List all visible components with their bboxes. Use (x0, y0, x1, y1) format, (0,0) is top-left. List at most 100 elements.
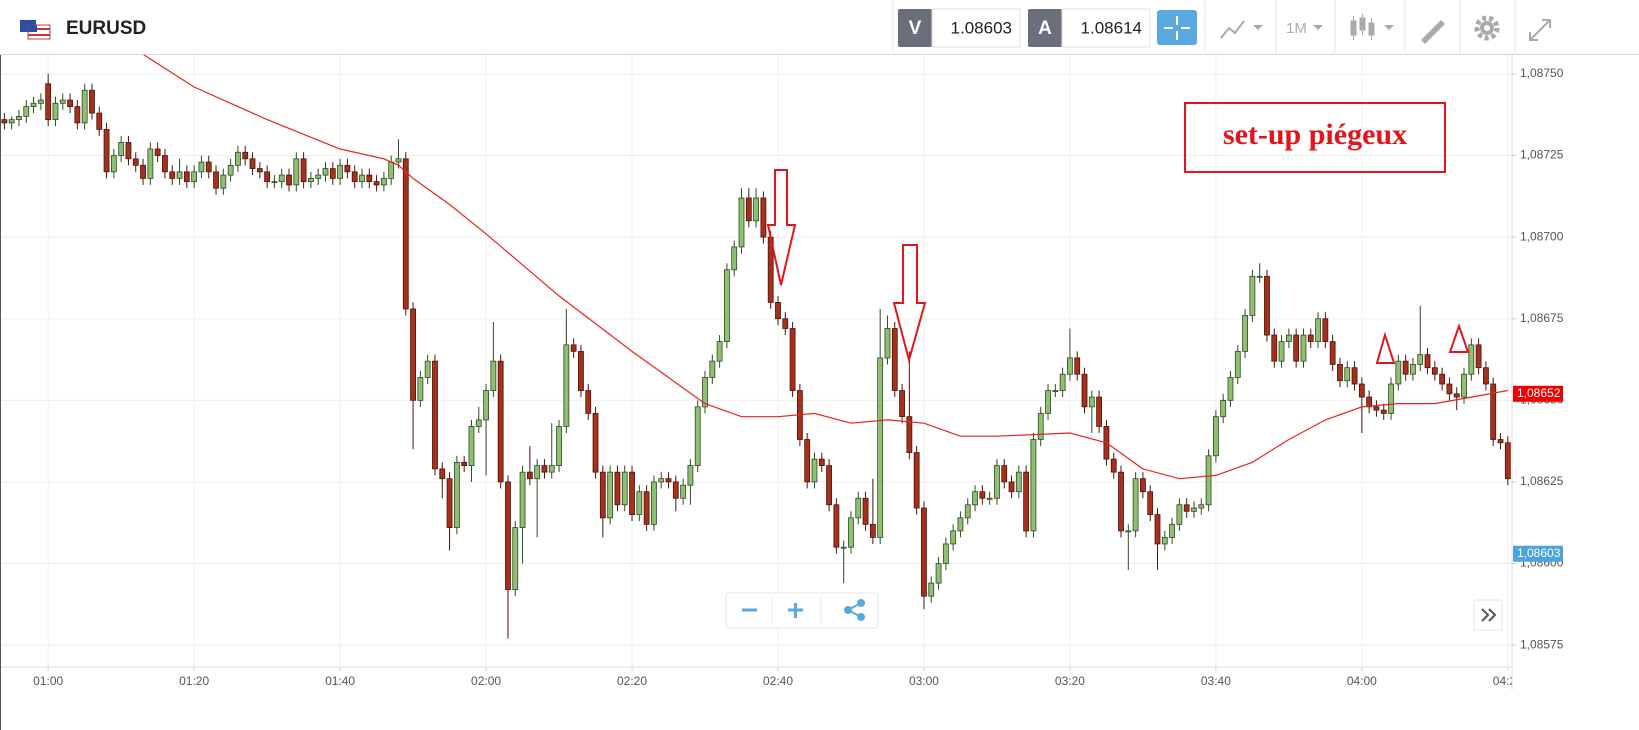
candle-body (1264, 275, 1270, 336)
candle-body (147, 148, 154, 179)
chart-type-button[interactable] (1220, 20, 1263, 39)
candle-body (176, 171, 183, 179)
candle-body (621, 471, 628, 506)
candle-body (183, 171, 190, 183)
candle-body (1161, 537, 1168, 545)
candle-body (125, 142, 132, 160)
candle-body (811, 458, 818, 483)
price-marker (1513, 545, 1563, 562)
candle-body (556, 426, 562, 467)
candle-body (921, 507, 927, 597)
candle-body (1205, 455, 1212, 506)
candle-body (1337, 364, 1343, 382)
timeframe-button[interactable]: 1M (1286, 20, 1323, 37)
candle-body (439, 468, 446, 480)
candle-body (1278, 341, 1285, 362)
annotation-box (1184, 102, 1446, 173)
sell-button[interactable]: V 1.08603 (898, 8, 1021, 48)
candle-body (745, 197, 752, 222)
candle-body (1147, 491, 1154, 515)
candle-body (1008, 481, 1015, 493)
candles-button[interactable] (1350, 14, 1394, 40)
candle-body (775, 302, 781, 320)
candle-body (826, 465, 832, 506)
candle-body (446, 478, 453, 529)
down-arrow (766, 169, 797, 286)
candle-body (103, 129, 110, 173)
x-tick-label: 01:40 (325, 674, 355, 688)
candle-body (672, 481, 679, 499)
crosshair-button[interactable] (1157, 10, 1197, 45)
x-tick-label: 01:00 (33, 674, 63, 688)
candle-body (286, 174, 292, 186)
x-tick-label: 03:20 (1055, 674, 1085, 688)
candle-body (1023, 471, 1030, 532)
candle-body (162, 155, 168, 173)
header-bg (0, 0, 1639, 55)
candle-body (154, 148, 161, 156)
scroll-right-button[interactable] (1473, 599, 1503, 631)
buy-button[interactable]: A 1.08614 (1028, 8, 1151, 48)
candle-body (1380, 409, 1387, 414)
candle-body (67, 99, 73, 107)
candle-body (753, 197, 759, 222)
candle-body (731, 246, 738, 271)
candle-body (45, 83, 52, 121)
candle-body (118, 142, 125, 156)
candle-body (1490, 383, 1497, 440)
candle-body (1191, 507, 1197, 512)
candle-body (1322, 318, 1329, 342)
candle-body (1315, 318, 1321, 342)
candle-body (249, 158, 256, 169)
x-tick-label: 02:20 (617, 674, 647, 688)
candle-body (913, 452, 920, 509)
candle-body (760, 197, 767, 238)
settings-button[interactable] (1474, 15, 1500, 41)
candle-body (848, 517, 854, 548)
candle-body (1242, 315, 1248, 352)
candle-body (1424, 354, 1431, 369)
candle-body (1220, 399, 1227, 418)
candle-body (599, 471, 606, 519)
candle-body (1483, 367, 1489, 385)
candle-body (789, 328, 796, 391)
candle-body (1059, 373, 1066, 391)
price-marker-label: 1,08652 (1517, 386, 1561, 400)
candle-body (680, 484, 687, 499)
candle-body (453, 461, 460, 529)
candle-body (570, 344, 577, 352)
fullscreen-button[interactable] (1529, 19, 1551, 41)
candle-body (322, 168, 329, 176)
candle-body (1410, 364, 1416, 375)
candle-body (1110, 458, 1117, 473)
candle-body (1212, 416, 1219, 457)
candle-body (651, 481, 657, 525)
header: EURUSD V 1.08603 A 1.08614 1M (0, 0, 1639, 55)
candle-body (687, 465, 694, 486)
candle-body (366, 174, 373, 183)
zoom-in-button[interactable] (788, 603, 803, 618)
candle-body (74, 106, 81, 124)
candle-body (563, 344, 570, 427)
candle-body (1139, 478, 1146, 493)
candle-body (475, 419, 482, 427)
candle-body (424, 360, 431, 378)
candle-body (1285, 334, 1292, 342)
candle-body (782, 318, 789, 329)
candle-body (833, 504, 840, 548)
candle-body (1132, 478, 1139, 532)
candle-body (256, 168, 263, 173)
candle-body (8, 119, 15, 124)
candle-body (906, 416, 913, 453)
candle-body (986, 497, 993, 500)
buy-price: 1.08614 (1081, 18, 1142, 37)
candle-body (1293, 334, 1300, 362)
drawing-button[interactable] (1421, 20, 1445, 44)
candle-body (1198, 504, 1205, 509)
candle-body (388, 161, 395, 179)
candle-body (1118, 471, 1124, 532)
candle-body (1446, 383, 1453, 395)
share-button[interactable] (844, 599, 865, 621)
candle-body (891, 328, 898, 391)
price-marker (1513, 385, 1563, 402)
